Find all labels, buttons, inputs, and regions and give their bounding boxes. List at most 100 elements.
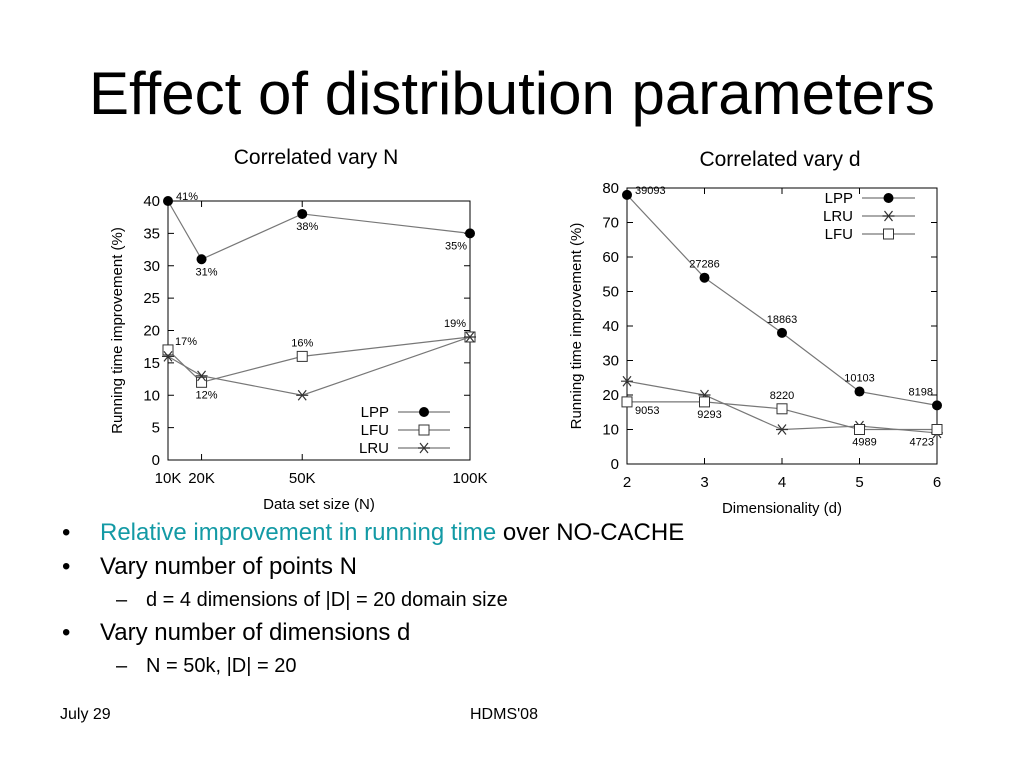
x-tick-label: 2 xyxy=(623,474,631,491)
y-tick-label: 40 xyxy=(602,318,619,335)
data-point-lpp xyxy=(777,327,787,338)
bullet-dot-icon: • xyxy=(62,519,71,546)
data-point-lpp xyxy=(854,386,865,397)
data-point-lfu-box xyxy=(699,396,710,408)
data-point-lru xyxy=(162,351,174,362)
x-tick-label: 20K xyxy=(188,470,215,487)
legend-marker xyxy=(419,407,429,417)
data-label: 38% xyxy=(296,221,318,233)
x-tick-label: 50K xyxy=(289,470,316,487)
data-point-lpp-dot xyxy=(932,400,942,411)
data-point-lpp xyxy=(622,189,632,200)
sub-bullet-item: – d = 4 dimensions of |D| = 20 domain siz… xyxy=(56,584,956,616)
x-tick-label: 6 xyxy=(933,474,941,491)
y-axis-label: Running time improvement (%) xyxy=(568,223,585,430)
data-label: 31% xyxy=(196,266,218,278)
bullet-list: • Relative improvement in running time ov… xyxy=(56,516,956,682)
data-point-lru xyxy=(621,375,633,387)
y-tick-label: 20 xyxy=(602,387,619,404)
y-tick-label: 50 xyxy=(602,284,619,301)
data-point-lpp xyxy=(163,196,173,206)
bullet-dot-icon: • xyxy=(62,619,71,646)
data-point-lfu-box xyxy=(854,424,865,435)
bullet-highlight: Relative improvement in running time xyxy=(100,519,497,546)
x-tick-label: 5 xyxy=(855,474,863,491)
data-point-lfu xyxy=(196,376,208,388)
data-point-lpp-dot xyxy=(163,196,173,206)
x-axis-label: Data set size (N) xyxy=(263,496,375,513)
chart-vary-n: 0 5 10 15 20 25 30 35 40 10K 20K 50K 100K Data set si… xyxy=(109,191,488,513)
data-point-lfu-box xyxy=(196,376,208,388)
data-point-lru xyxy=(296,389,309,401)
data-label: 4723 xyxy=(910,437,934,449)
data-label: 8220 xyxy=(770,390,794,402)
legend-marker-dot xyxy=(419,407,429,417)
footer-date: July 29 xyxy=(60,706,111,723)
data-label: 27286 xyxy=(689,259,720,271)
data-point-lfu-box xyxy=(621,396,633,408)
data-point-lfu-box xyxy=(931,424,943,435)
legend-label: LPP xyxy=(825,190,853,207)
data-point-lru-star xyxy=(621,375,633,387)
y-tick-label: 70 xyxy=(602,215,619,232)
data-point-lfu-box xyxy=(296,350,308,362)
data-point-lru-star xyxy=(296,389,309,401)
x-tick-label: 3 xyxy=(700,474,708,491)
data-label: 8198 xyxy=(909,386,933,398)
x-axis-label: Dimensionality (d) xyxy=(722,500,842,517)
legend-label: LFU xyxy=(361,422,389,439)
bullet-text: N = 50k, |D| = 20 xyxy=(146,655,297,677)
y-tick-label: 60 xyxy=(602,249,619,266)
x-tick-label: 100K xyxy=(452,470,487,487)
y-tick-label: 30 xyxy=(602,353,619,370)
data-point-lpp xyxy=(465,228,475,239)
legend-marker-box xyxy=(418,424,430,436)
data-point-lru-star xyxy=(162,351,174,362)
data-label: 12% xyxy=(196,389,218,401)
bullet-text: Vary number of dimensions d xyxy=(100,619,411,646)
series-line-lpp xyxy=(626,194,938,406)
legend-label: LPP xyxy=(361,404,389,421)
data-label: 35% xyxy=(445,240,467,252)
y-tick-label: 30 xyxy=(143,258,160,275)
data-point-lpp-dot xyxy=(196,254,207,265)
data-point-lfu xyxy=(162,344,174,356)
data-point-lru xyxy=(464,331,476,343)
legend-label: LRU xyxy=(359,440,389,457)
data-point-lfu xyxy=(699,396,710,408)
chart-vary-d: 0 10 20 30 40 50 60 70 80 2 3 4 5 6 Dimensionality (d)… xyxy=(568,180,943,517)
y-tick-label: 35 xyxy=(143,225,160,242)
data-point-lfu xyxy=(931,424,943,435)
bullet-dash-icon: – xyxy=(116,589,128,611)
data-label: 4989 xyxy=(852,437,876,449)
bullet-dot-icon: • xyxy=(62,553,71,580)
data-label: 9053 xyxy=(635,405,659,417)
y-tick-label: 80 xyxy=(602,180,619,197)
x-tick-label: 4 xyxy=(778,474,786,491)
data-point-lfu xyxy=(854,424,865,435)
series-line-lru xyxy=(167,336,471,396)
data-point-lru xyxy=(776,424,788,435)
bullet-dash-icon: – xyxy=(116,655,128,677)
bullet-item: • Relative improvement in running time ov… xyxy=(56,516,956,550)
data-label: 18863 xyxy=(767,314,798,326)
legend-label: LRU xyxy=(823,208,853,225)
x-tick-label: 10K xyxy=(155,470,182,487)
y-tick-label: 5 xyxy=(152,420,160,437)
legend-marker-dot xyxy=(883,193,894,203)
legend-marker-star xyxy=(882,210,895,222)
legend-marker-box xyxy=(883,228,894,240)
data-point-lru-star xyxy=(776,424,788,435)
y-tick-label: 20 xyxy=(143,323,160,340)
data-point-lpp-dot xyxy=(297,208,308,219)
data-point-lpp xyxy=(699,272,710,283)
legend-marker xyxy=(418,424,430,436)
bullet-text: over NO-CACHE xyxy=(496,519,685,546)
data-point-lfu-box xyxy=(776,403,788,415)
data-point-lru-star xyxy=(195,370,208,382)
data-point-lru-star xyxy=(464,331,476,343)
y-tick-label: 40 xyxy=(143,193,160,210)
y-tick-label: 25 xyxy=(143,290,160,307)
y-tick-label: 15 xyxy=(143,355,160,372)
y-axis-label: Running time improvement (%) xyxy=(109,227,126,434)
